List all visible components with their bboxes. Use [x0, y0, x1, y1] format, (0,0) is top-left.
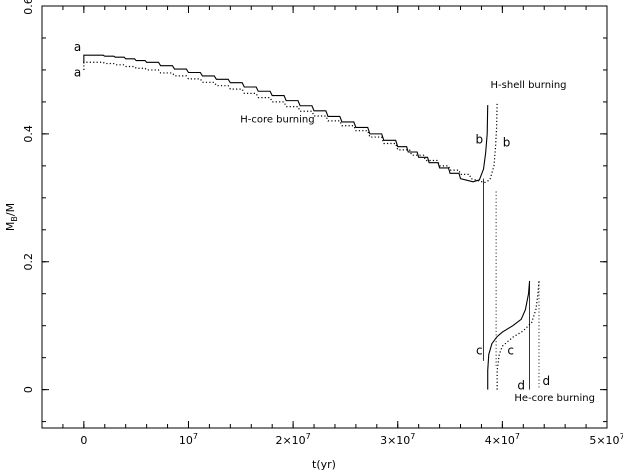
point-marker-3: b: [503, 136, 511, 150]
point-marker-1: a: [74, 65, 81, 79]
plot-frame: [41, 5, 608, 429]
annotations: H-core burning H-shell burning He-core bur…: [240, 80, 595, 404]
annotation-1: H-shell burning: [491, 80, 567, 91]
axis-ticks: [41, 5, 608, 428]
x-tick-label: 3×107: [380, 432, 415, 447]
series-group: [83, 54, 540, 390]
y-tick-label: 0.6: [22, 0, 35, 15]
point-marker-6: d: [517, 379, 525, 393]
x-tick-label: 4×107: [485, 432, 520, 447]
x-tick-label: 0: [80, 434, 87, 447]
x-tick-label: 2×107: [275, 432, 310, 447]
y-tick-label: 0.2: [22, 253, 35, 271]
point-marker-4: c: [476, 343, 483, 357]
x-tick-label: 107: [179, 432, 198, 447]
annotation-0: H-core burning: [240, 114, 314, 125]
point-marker-7: d: [543, 374, 551, 388]
series-1-segment-1: [496, 280, 540, 390]
y-tick-label: 0.4: [22, 125, 35, 143]
point-marker-5: c: [507, 343, 514, 357]
x-axis-title: t(yr): [312, 458, 336, 471]
point-marker-0: a: [74, 40, 81, 54]
series-0-segment-1: [487, 280, 531, 390]
y-tick-label: 0: [22, 386, 35, 393]
y-axis-title: MB/M: [4, 203, 19, 231]
tick-labels: 0 107 2×107 3×107 4×107 5×107 0 0.2 0.4 0.6: [22, 0, 623, 447]
point-marker-2: b: [476, 132, 484, 146]
x-tick-label: 5×107: [589, 432, 623, 447]
point-markers: aa b b c c d d: [74, 40, 550, 393]
annotation-2: He-core burning: [514, 393, 595, 404]
